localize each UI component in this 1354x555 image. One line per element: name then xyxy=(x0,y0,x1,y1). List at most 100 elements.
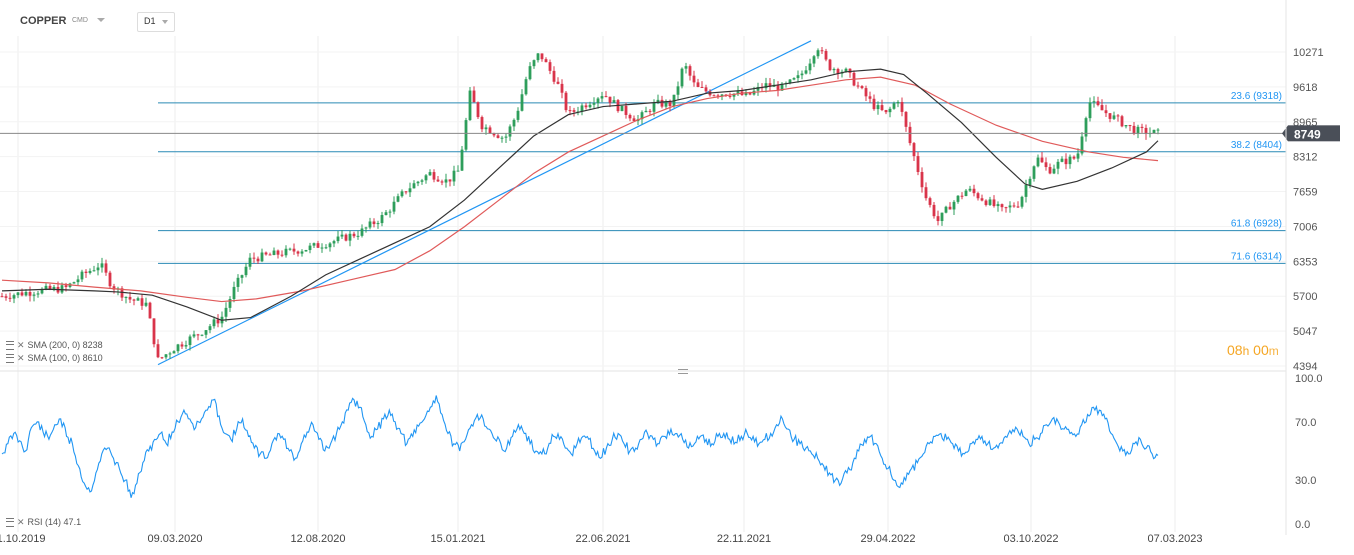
candle-body xyxy=(492,133,496,136)
candle-body xyxy=(112,286,116,290)
candle-body xyxy=(1100,105,1104,111)
candle-body xyxy=(1136,126,1140,134)
candle-body xyxy=(316,243,320,248)
candle-body xyxy=(956,195,960,202)
candle-body xyxy=(680,68,684,87)
candle-body xyxy=(444,179,448,183)
close-icon[interactable]: ✕ xyxy=(17,340,25,350)
candle-body xyxy=(720,94,724,97)
candle-body xyxy=(568,110,572,112)
symbol-dropdown-icon[interactable] xyxy=(97,18,105,22)
legend-rsi[interactable]: ✕ RSI (14) 47.1 xyxy=(6,517,81,528)
price-tick-label: 8965 xyxy=(1293,117,1317,129)
candle-body xyxy=(1156,129,1160,131)
candle-body xyxy=(24,292,28,296)
settings-icon[interactable] xyxy=(6,354,14,364)
candle-body xyxy=(1040,157,1044,163)
candle-body xyxy=(632,118,636,122)
candle-body xyxy=(132,299,136,301)
candle-body xyxy=(348,233,352,241)
candle-body xyxy=(1020,196,1024,207)
candle-body xyxy=(528,66,532,80)
candle-body xyxy=(1036,157,1040,167)
candle-body xyxy=(260,252,264,262)
fib-label: 38.2 (8404) xyxy=(1231,140,1282,151)
candle-body xyxy=(28,292,32,296)
candle-body xyxy=(896,101,900,104)
candle-body xyxy=(160,357,164,359)
candle-body xyxy=(800,73,804,76)
candle-body xyxy=(808,63,812,71)
candle-body xyxy=(236,277,240,287)
candle-body xyxy=(684,66,688,69)
candle-body xyxy=(716,95,720,97)
candle-body xyxy=(976,193,980,199)
pane-resize-handle[interactable] xyxy=(678,369,688,374)
close-icon[interactable]: ✕ xyxy=(17,517,25,527)
price-tick-label: 4394 xyxy=(1293,361,1317,373)
legend-sma100[interactable]: ✕ SMA (100, 0) 8610 xyxy=(6,353,103,364)
candle-body xyxy=(552,70,556,82)
candle-body xyxy=(76,279,80,283)
candle-body xyxy=(292,248,296,252)
candle-body xyxy=(264,252,268,255)
rsi-tick-label: 30.0 xyxy=(1295,475,1316,487)
candle-body xyxy=(16,292,20,296)
candle-body xyxy=(536,53,540,61)
interval-select[interactable]: D1 xyxy=(137,12,175,32)
sma100-label: SMA (100, 0) 8610 xyxy=(27,353,103,363)
candle-body xyxy=(916,156,920,173)
candle-body xyxy=(388,211,392,213)
candle-body xyxy=(892,103,896,109)
candle-body xyxy=(100,263,104,268)
candle-body xyxy=(688,66,692,76)
time-axis: 01.10.2019 09.03.2020 12.08.2020 15.01.2021… xyxy=(0,533,1203,545)
candle-body xyxy=(188,336,192,346)
candle-body xyxy=(1024,185,1028,197)
rsi-label: RSI (14) 47.1 xyxy=(27,517,82,527)
candle-body xyxy=(600,96,604,99)
candle-body xyxy=(544,59,548,63)
candle-body xyxy=(244,266,248,276)
candle-body xyxy=(1108,113,1112,119)
candle-body xyxy=(696,82,700,87)
candle-body xyxy=(968,188,972,191)
candle-body xyxy=(988,199,992,205)
candle-body xyxy=(640,112,644,120)
rsi-tick-label: 70.0 xyxy=(1295,417,1316,429)
candle-body xyxy=(900,101,904,112)
candle-body xyxy=(936,216,940,222)
candle-body xyxy=(88,270,92,273)
price-tick-label: 6353 xyxy=(1293,256,1317,268)
candle-body xyxy=(80,271,84,280)
fib-label: 71.6 (6314) xyxy=(1231,251,1282,262)
candle-body xyxy=(728,95,732,97)
candle-body xyxy=(136,298,140,301)
settings-icon[interactable] xyxy=(6,341,14,351)
candle-body xyxy=(404,191,408,193)
candle-body xyxy=(932,204,936,217)
close-icon[interactable]: ✕ xyxy=(17,353,25,363)
settings-icon[interactable] xyxy=(6,518,14,528)
candle-body xyxy=(1104,110,1108,114)
candle-body xyxy=(452,170,456,182)
time-tick-label: 22.11.2021 xyxy=(717,533,771,545)
candle-body xyxy=(164,354,168,358)
candle-body xyxy=(1008,205,1012,208)
candle-body xyxy=(336,236,340,242)
candle-body xyxy=(84,271,88,273)
interval-value: D1 xyxy=(144,16,156,26)
candle-body xyxy=(300,251,304,254)
symbol-name[interactable]: COPPER xyxy=(20,15,67,27)
candle-body xyxy=(1028,178,1032,186)
candle-body xyxy=(484,127,488,130)
candle-body xyxy=(1112,115,1116,119)
candle-body xyxy=(8,297,12,299)
candle-body xyxy=(60,285,64,293)
candle-body xyxy=(908,126,912,144)
candle-body xyxy=(700,86,704,88)
candle-body xyxy=(284,248,288,256)
candle-body xyxy=(432,172,436,180)
legend-sma200[interactable]: ✕ SMA (200, 0) 8238 xyxy=(6,340,103,351)
